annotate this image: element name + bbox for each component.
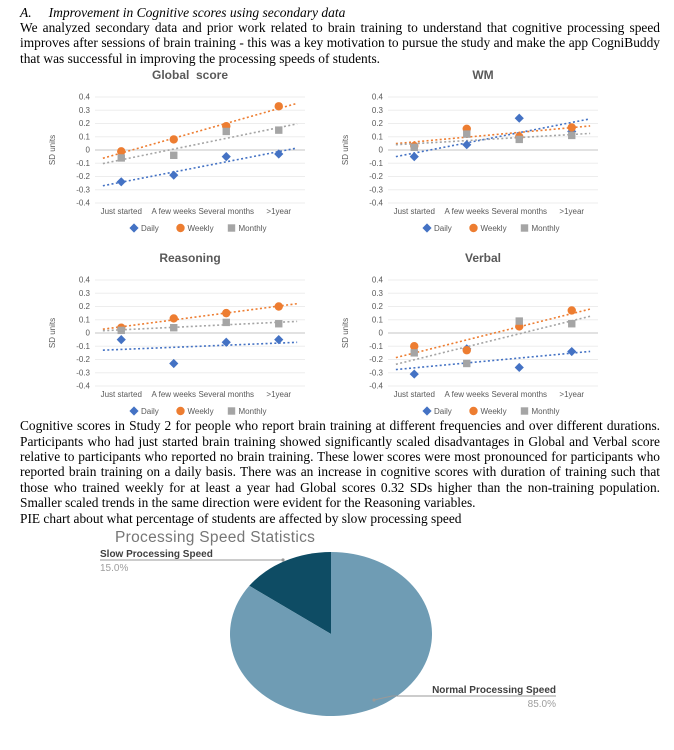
reasoning-chart: Reasoning 0.4 0.3 0.2 0.1 0 -0.1 -0.2 -0.3 -0.4 S… xyxy=(45,251,335,418)
svg-text:Weekly: Weekly xyxy=(188,407,214,416)
svg-text:A few weeks: A few weeks xyxy=(152,207,196,216)
section-title: Improvement in Cognitive scores using se… xyxy=(48,5,346,20)
svg-text:-0.4: -0.4 xyxy=(76,199,90,208)
global-score-chart: Global score 0.4 0.3 0.2 0.1 0 -0.1 -0.2 -0.3 -0… xyxy=(45,68,335,235)
svg-text:-0.1: -0.1 xyxy=(76,342,90,351)
svg-text:>1year: >1year xyxy=(266,207,291,216)
svg-text:0: 0 xyxy=(379,329,384,338)
svg-text:0.1: 0.1 xyxy=(79,133,91,142)
pie-canvas: Slow Processing Speed 15.0% Normal Process… xyxy=(100,549,556,717)
svg-text:0.4: 0.4 xyxy=(79,276,91,285)
svg-text:-0.2: -0.2 xyxy=(76,355,90,364)
svg-text:Weekly: Weekly xyxy=(188,224,214,233)
svg-text:SD units: SD units xyxy=(48,318,57,348)
svg-text:Just started: Just started xyxy=(101,207,142,216)
svg-text:0.1: 0.1 xyxy=(372,133,384,142)
svg-text:Slow Processing Speed: Slow Processing Speed xyxy=(100,549,213,560)
svg-text:0.2: 0.2 xyxy=(79,302,91,311)
svg-text:-0.2: -0.2 xyxy=(76,172,90,181)
svg-text:Several months: Several months xyxy=(198,207,254,216)
svg-text:-0.3: -0.3 xyxy=(369,369,383,378)
svg-text:SD units: SD units xyxy=(48,135,57,165)
svg-text:0.3: 0.3 xyxy=(79,289,91,298)
verbal-chart: Verbal 0.4 0.3 0.2 0.1 0 -0.1 -0.2 -0.3 -0.4 SD u… xyxy=(338,251,628,418)
chart-title: Reasoning xyxy=(159,251,221,266)
svg-text:Monthly: Monthly xyxy=(239,407,267,416)
chart-title: WM xyxy=(472,68,494,83)
svg-text:Several months: Several months xyxy=(491,390,547,399)
svg-text:-0.4: -0.4 xyxy=(369,199,383,208)
svg-text:0.4: 0.4 xyxy=(372,93,384,102)
svg-text:Just started: Just started xyxy=(394,207,435,216)
svg-text:0.4: 0.4 xyxy=(372,276,384,285)
svg-text:Monthly: Monthly xyxy=(239,224,267,233)
section-heading: A. Improvement in Cognitive scores using … xyxy=(20,5,660,20)
svg-text:15.0%: 15.0% xyxy=(100,563,128,574)
pie-chart-title: Processing Speed Statistics xyxy=(115,529,316,547)
svg-text:Just started: Just started xyxy=(394,390,435,399)
intro-paragraph: We analyzed secondary data and prior wor… xyxy=(20,20,660,66)
chart-canvas: 0.4 0.3 0.2 0.1 0 -0.1 -0.2 -0.3 -0.4 SD units Jus… xyxy=(48,93,305,233)
pie-intro-line: PIE chart about what percentage of stude… xyxy=(20,510,462,526)
svg-text:0.3: 0.3 xyxy=(372,106,384,115)
document-page: A. Improvement in Cognitive scores using … xyxy=(0,5,674,720)
svg-text:Monthly: Monthly xyxy=(532,224,560,233)
svg-text:-0.2: -0.2 xyxy=(369,355,383,364)
processing-speed-pie-chart: Processing Speed Statistics Slow Process… xyxy=(0,528,674,720)
svg-text:0.1: 0.1 xyxy=(372,316,384,325)
svg-text:Weekly: Weekly xyxy=(481,224,507,233)
svg-text:0.2: 0.2 xyxy=(372,119,384,128)
svg-text:-0.4: -0.4 xyxy=(76,382,90,391)
wm-chart: WM 0.4 0.3 0.2 0.1 0 -0.1 -0.2 -0.3 -0.4 SD units… xyxy=(338,68,628,235)
svg-text:Daily: Daily xyxy=(434,224,452,233)
chart-title: Global score xyxy=(151,68,229,83)
svg-text:0.2: 0.2 xyxy=(79,119,91,128)
svg-text:Monthly: Monthly xyxy=(532,407,560,416)
svg-text:A few weeks: A few weeks xyxy=(445,207,489,216)
svg-text:-0.2: -0.2 xyxy=(369,172,383,181)
results-paragraph: Cognitive scores in Study 2 for people w… xyxy=(20,418,660,511)
svg-text:-0.4: -0.4 xyxy=(369,382,383,391)
svg-text:>1year: >1year xyxy=(559,390,584,399)
svg-text:Just started: Just started xyxy=(101,390,142,399)
svg-text:Several months: Several months xyxy=(491,207,547,216)
svg-text:0.4: 0.4 xyxy=(79,93,91,102)
svg-text:0.2: 0.2 xyxy=(372,302,384,311)
cognitive-charts-grid: Global score 0.4 0.3 0.2 0.1 0 -0.1 -0.2 -0.3 -0… xyxy=(20,68,660,418)
svg-text:0: 0 xyxy=(86,146,91,155)
svg-text:85.0%: 85.0% xyxy=(528,699,556,710)
svg-text:Daily: Daily xyxy=(141,224,159,233)
chart-title: Verbal xyxy=(464,251,502,266)
svg-text:SD units: SD units xyxy=(341,135,350,165)
svg-text:0.1: 0.1 xyxy=(79,316,91,325)
svg-text:>1year: >1year xyxy=(559,207,584,216)
svg-text:0.3: 0.3 xyxy=(372,289,384,298)
svg-text:A few weeks: A few weeks xyxy=(152,390,196,399)
svg-text:0: 0 xyxy=(86,329,91,338)
svg-text:-0.1: -0.1 xyxy=(369,159,383,168)
svg-text:-0.3: -0.3 xyxy=(369,186,383,195)
svg-text:-0.1: -0.1 xyxy=(76,159,90,168)
svg-text:Weekly: Weekly xyxy=(481,407,507,416)
svg-text:-0.1: -0.1 xyxy=(369,342,383,351)
svg-text:Several months: Several months xyxy=(198,390,254,399)
chart-canvas: 0.4 0.3 0.2 0.1 0 -0.1 -0.2 -0.3 -0.4 SD units Jus… xyxy=(48,276,305,416)
svg-text:0.3: 0.3 xyxy=(79,106,91,115)
svg-text:Daily: Daily xyxy=(141,407,159,416)
svg-text:-0.3: -0.3 xyxy=(76,369,90,378)
chart-canvas: 0.4 0.3 0.2 0.1 0 -0.1 -0.2 -0.3 -0.4 SD units Jus… xyxy=(341,93,598,233)
svg-text:Normal Processing Speed: Normal Processing Speed xyxy=(432,685,556,696)
svg-text:0: 0 xyxy=(379,146,384,155)
svg-text:-0.3: -0.3 xyxy=(76,186,90,195)
svg-text:A few weeks: A few weeks xyxy=(445,390,489,399)
svg-text:>1year: >1year xyxy=(266,390,291,399)
chart-canvas: 0.4 0.3 0.2 0.1 0 -0.1 -0.2 -0.3 -0.4 SD units Jus… xyxy=(341,276,598,416)
svg-text:Daily: Daily xyxy=(434,407,452,416)
section-number: A. xyxy=(20,5,32,20)
svg-text:SD units: SD units xyxy=(341,318,350,348)
